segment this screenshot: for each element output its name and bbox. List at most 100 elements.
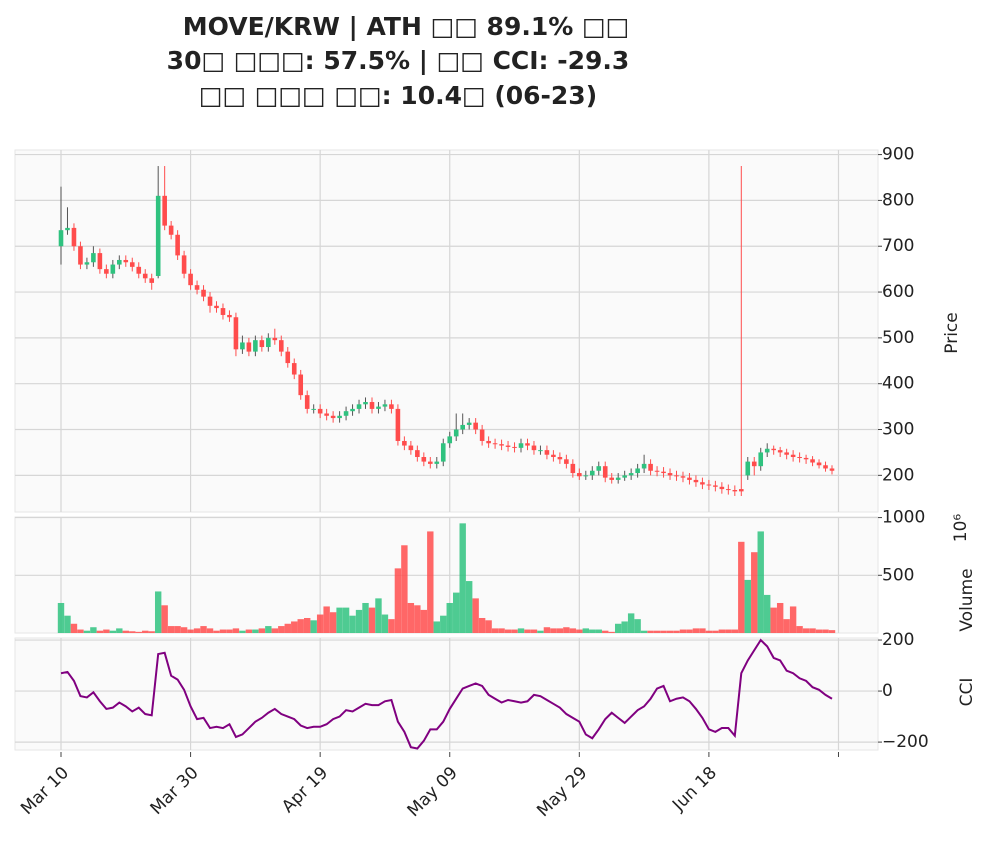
candle-body <box>784 452 789 455</box>
volume-bar <box>187 629 194 633</box>
y-tick-label: 500 <box>882 565 914 585</box>
volume-bar <box>232 628 240 633</box>
candle-body <box>609 477 615 480</box>
y-tick-label: 400 <box>882 374 914 394</box>
candle-body <box>661 471 666 474</box>
candle-body <box>220 308 226 315</box>
candle-body <box>253 340 258 352</box>
volume-bar <box>336 607 343 633</box>
candle-body <box>797 457 802 459</box>
volume-bar <box>498 628 505 633</box>
candle-body <box>700 482 705 485</box>
volume-bar <box>122 630 129 633</box>
candle-body <box>434 461 440 464</box>
volume-bar <box>563 627 570 633</box>
x-tick-label: Mar 10 <box>17 763 73 819</box>
volume-bar <box>323 606 330 633</box>
volume-bar <box>297 619 304 633</box>
volume-bar <box>504 629 512 633</box>
candle-body <box>499 444 504 446</box>
volume-bar <box>200 626 207 633</box>
volume-bar <box>673 630 680 633</box>
volume-bar <box>433 621 440 633</box>
candle-body <box>823 465 828 469</box>
candle-body <box>829 468 835 471</box>
volume-bar <box>148 631 155 633</box>
candle-body <box>389 404 394 409</box>
volume-bar <box>381 614 389 633</box>
candle-body <box>654 470 660 472</box>
volume-bar <box>355 609 363 633</box>
candle-body <box>71 227 77 247</box>
candle-body <box>816 462 822 466</box>
volume-bar <box>537 630 544 633</box>
title-line: □□ □□□ □□: 10.4□ (06-23) <box>199 81 597 110</box>
volume-bar <box>252 629 259 633</box>
volume-bar <box>589 629 596 633</box>
volume-bar <box>180 627 188 633</box>
candle-body <box>745 461 751 476</box>
volume-bar <box>517 628 525 633</box>
candle-body <box>278 340 284 352</box>
volume-bar <box>135 631 142 633</box>
volume-bar <box>660 630 667 633</box>
volume-bar <box>446 602 453 633</box>
candle-body <box>291 363 297 375</box>
candle-body <box>641 463 647 469</box>
volume-bar <box>83 630 91 633</box>
volume-bar <box>718 629 726 633</box>
candle-body <box>667 473 673 476</box>
volume-bar <box>822 629 829 633</box>
volume-bar <box>206 628 214 633</box>
volume-bar <box>744 579 751 633</box>
volume-bar <box>595 629 602 633</box>
candle-body <box>810 459 815 463</box>
candle-body <box>486 440 491 444</box>
volume-bar <box>828 630 836 633</box>
candle-body <box>713 485 718 487</box>
candle-body <box>460 424 465 430</box>
panel <box>14 149 879 513</box>
candle-body <box>233 317 239 350</box>
candle-body <box>680 476 686 478</box>
candle-body <box>602 466 608 478</box>
volume-bar <box>440 615 447 633</box>
candle-body <box>84 262 90 265</box>
volume-bar <box>614 623 622 633</box>
volume-bar <box>815 629 823 633</box>
candle-body <box>330 415 336 419</box>
candle-body <box>175 234 180 256</box>
x-tick-label: May 29 <box>533 763 591 821</box>
candle-body <box>343 411 349 416</box>
candle-body <box>570 463 576 474</box>
volume-bar <box>70 623 78 633</box>
candle-body <box>531 445 537 451</box>
volume-bar <box>414 605 421 633</box>
candle-body <box>518 443 524 448</box>
volume-bar <box>666 630 674 633</box>
volume-bar <box>647 630 654 633</box>
x-tick-label: Mar 30 <box>147 763 203 819</box>
y-tick-label: 1000 <box>882 508 925 528</box>
volume-bar <box>608 631 615 633</box>
volume-bar <box>245 629 253 633</box>
volume-bar <box>219 629 227 633</box>
candle-body <box>706 484 712 486</box>
axis-label: Price <box>942 312 962 353</box>
candle-body <box>214 305 219 309</box>
candle-body <box>525 443 530 446</box>
candle-body <box>285 351 291 364</box>
candle-body <box>65 227 70 231</box>
volume-bar <box>783 619 790 633</box>
candle-body <box>512 446 517 448</box>
y-tick-label: 700 <box>882 236 914 256</box>
y-tick-label: 0 <box>882 681 893 701</box>
candle-body <box>201 289 206 297</box>
volume-bar <box>776 602 784 633</box>
x-tick-label: Apr 19 <box>278 763 332 817</box>
y-tick-label: 900 <box>882 145 914 165</box>
candle-body <box>311 408 316 410</box>
volume-bar <box>621 621 628 633</box>
volume-bar <box>491 628 499 633</box>
